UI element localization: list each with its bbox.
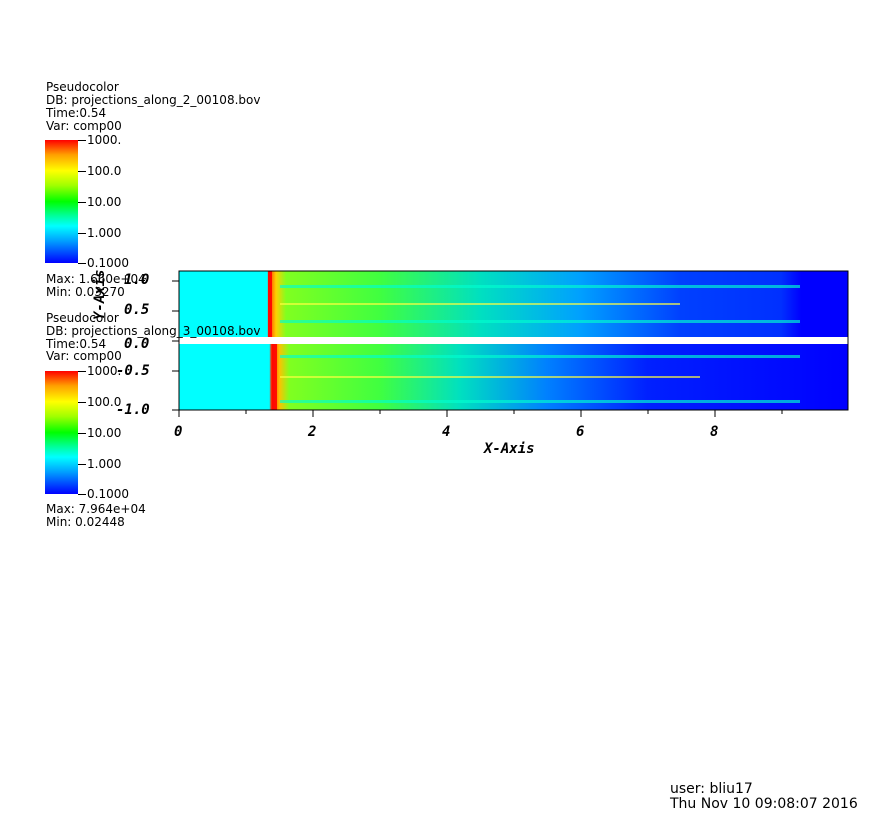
- colorbar-1: [45, 140, 78, 263]
- colorbar-1-label: 1000.: [87, 133, 122, 147]
- legend-1-plot-type: Pseudocolor: [46, 80, 119, 94]
- footer-date: Thu Nov 10 09:08:07 2016: [670, 796, 858, 812]
- y-tick-label: -1.0: [116, 402, 150, 418]
- colorbar-2-label: 100.0: [87, 395, 122, 409]
- x-axis-label: X-Axis: [484, 441, 535, 457]
- panel-separator: [179, 337, 848, 344]
- colorbar-1-label: 10.00: [87, 195, 122, 209]
- colorbar-2-tick: [78, 433, 86, 434]
- x-ticks: [178, 410, 783, 417]
- footer-user: user: bliu17: [670, 781, 753, 797]
- legend-1-var: Var: comp00: [46, 119, 122, 133]
- x-tick-label: 4: [442, 424, 451, 440]
- colorbar-1-tick: [78, 171, 86, 172]
- colorbar-1-label: 0.1000: [87, 256, 129, 270]
- y-axis-label: Y-Axis: [92, 269, 108, 320]
- legend-2-max: Max: 7.964e+04: [46, 502, 146, 516]
- legend-2-min: Min: 0.02448: [46, 515, 125, 529]
- legend-1-db: DB: projections_along_2_00108.bov: [46, 93, 261, 107]
- legend-2-db: DB: projections_along_3_00108.bov: [46, 324, 261, 338]
- colorbar-1-tick: [78, 140, 86, 141]
- colorbar-2-tick: [78, 464, 86, 465]
- x-tick-label: 6: [576, 424, 585, 440]
- colorbar-2-label: 1.000: [87, 457, 122, 471]
- legend-1-max: Max: 1.660e+04: [46, 272, 146, 286]
- y-ticks: [172, 280, 179, 411]
- y-tick-label: 0.5: [124, 302, 150, 318]
- legend-2-plot-type: Pseudocolor: [46, 311, 119, 325]
- y-tick-label: 1.0: [124, 272, 150, 288]
- colorbar-2-label: 10.00: [87, 426, 122, 440]
- colorbar-2-label: 1000.: [87, 364, 122, 378]
- x-tick-label: 8: [710, 424, 719, 440]
- legend-2-time: Time:0.54: [46, 337, 107, 351]
- jet-streaks: [280, 285, 800, 403]
- colorbar-2-label: 0.1000: [87, 487, 129, 501]
- legend-1-min: Min: 0.03270: [46, 285, 125, 299]
- colorbar-1-label: 1.000: [87, 226, 122, 240]
- colorbar-2-tick: [78, 494, 86, 495]
- colorbar-1-tick: [78, 233, 86, 234]
- shock-front-lower: [272, 344, 277, 410]
- colorbar-2-tick: [78, 371, 86, 372]
- x-tick-label: 2: [308, 424, 317, 440]
- colorbar-1-tick: [78, 263, 86, 264]
- legend-1-time: Time:0.54: [46, 106, 107, 120]
- colorbar-1-tick: [78, 202, 86, 203]
- x-tick-label: 0: [174, 424, 183, 440]
- shock-front-upper: [268, 271, 272, 337]
- colorbar-2-tick: [78, 402, 86, 403]
- legend-2-var: Var: comp00: [46, 349, 122, 363]
- y-tick-label: -0.5: [116, 363, 150, 379]
- colorbar-1-label: 100.0: [87, 164, 122, 178]
- y-tick-label: 0.0: [124, 336, 150, 352]
- colorbar-2: [45, 371, 78, 494]
